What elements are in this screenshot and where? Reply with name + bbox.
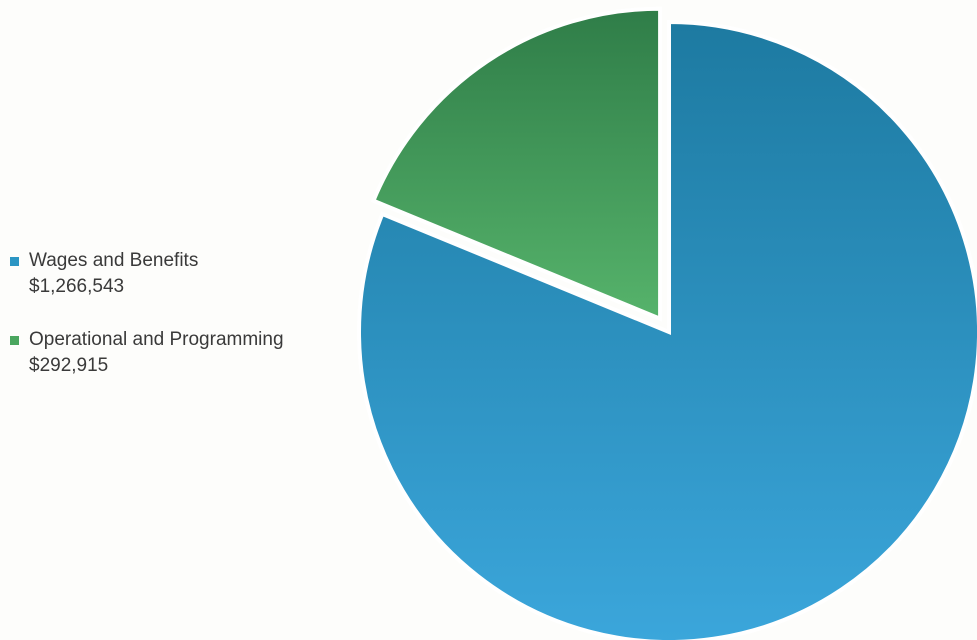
legend: Wages and Benefits $1,266,543 Operationa… [10,248,300,406]
legend-swatch-operational [10,336,19,345]
legend-label-operational: Operational and Programming $292,915 [29,329,284,376]
legend-item-operational: Operational and Programming $292,915 [10,327,300,379]
pie-slice-operational [370,6,663,322]
legend-swatch-wages [10,257,19,266]
legend-item-wages: Wages and Benefits $1,266,543 [10,248,300,300]
legend-label-wages: Wages and Benefits $1,266,543 [29,250,199,297]
pie-slice-wages [357,19,977,640]
